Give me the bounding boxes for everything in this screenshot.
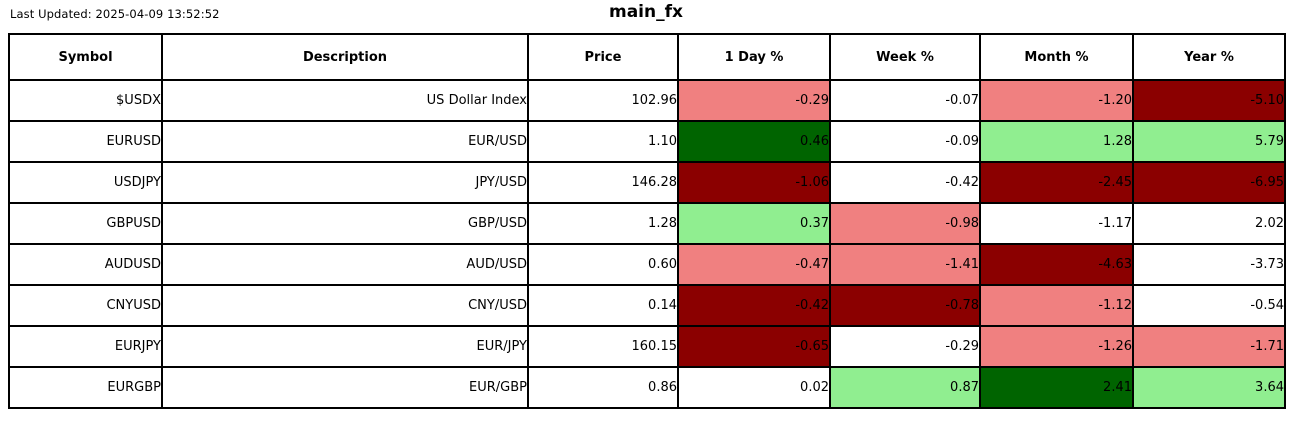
table-row: EURUSD EUR/USD 1.10 0.46 -0.09 1.28 5.79 [8, 120, 1286, 163]
day-pct-cell: -0.65 [677, 325, 831, 368]
day-pct-cell: -1.06 [677, 161, 831, 204]
price-cell: 1.28 [527, 202, 679, 245]
description-cell: US Dollar Index [161, 79, 529, 122]
month-pct-cell: -1.12 [979, 284, 1134, 327]
year-pct-cell: 2.02 [1132, 202, 1286, 245]
table-row: AUDUSD AUD/USD 0.60 -0.47 -1.41 -4.63 -3… [8, 243, 1286, 286]
symbol-cell: GBPUSD [8, 202, 163, 245]
day-pct-cell: -0.47 [677, 243, 831, 286]
price-cell: 160.15 [527, 325, 679, 368]
table-row: CNYUSD CNY/USD 0.14 -0.42 -0.78 -1.12 -0… [8, 284, 1286, 327]
description-cell: CNY/USD [161, 284, 529, 327]
month-pct-cell: 1.28 [979, 120, 1134, 163]
column-header-month: Month % [979, 33, 1134, 81]
week-pct-cell: -0.78 [829, 284, 981, 327]
year-pct-cell: 3.64 [1132, 366, 1286, 409]
day-pct-cell: 0.02 [677, 366, 831, 409]
day-pct-cell: 0.37 [677, 202, 831, 245]
last-updated-timestamp: Last Updated: 2025-04-09 13:52:52 [10, 7, 220, 21]
table-row: GBPUSD GBP/USD 1.28 0.37 -0.98 -1.17 2.0… [8, 202, 1286, 245]
table-row: USDJPY JPY/USD 146.28 -1.06 -0.42 -2.45 … [8, 161, 1286, 204]
price-cell: 102.96 [527, 79, 679, 122]
column-header-description: Description [161, 33, 529, 81]
month-pct-cell: -4.63 [979, 243, 1134, 286]
month-pct-cell: -1.26 [979, 325, 1134, 368]
symbol-cell: EURGBP [8, 366, 163, 409]
column-header-symbol: Symbol [8, 33, 163, 81]
week-pct-cell: -0.09 [829, 120, 981, 163]
description-cell: GBP/USD [161, 202, 529, 245]
year-pct-cell: -0.54 [1132, 284, 1286, 327]
page-title: main_fx [609, 2, 683, 22]
description-cell: EUR/GBP [161, 366, 529, 409]
symbol-cell: AUDUSD [8, 243, 163, 286]
description-cell: EUR/JPY [161, 325, 529, 368]
column-header-year: Year % [1132, 33, 1286, 81]
price-cell: 0.60 [527, 243, 679, 286]
symbol-cell: USDJPY [8, 161, 163, 204]
price-cell: 0.86 [527, 366, 679, 409]
year-pct-cell: -3.73 [1132, 243, 1286, 286]
week-pct-cell: -0.29 [829, 325, 981, 368]
month-pct-cell: 2.41 [979, 366, 1134, 409]
fx-table: Symbol Description Price 1 Day % Week % … [8, 33, 1286, 409]
day-pct-cell: -0.42 [677, 284, 831, 327]
price-cell: 146.28 [527, 161, 679, 204]
column-header-1day: 1 Day % [677, 33, 831, 81]
price-cell: 0.14 [527, 284, 679, 327]
description-cell: AUD/USD [161, 243, 529, 286]
column-header-week: Week % [829, 33, 981, 81]
price-cell: 1.10 [527, 120, 679, 163]
symbol-cell: CNYUSD [8, 284, 163, 327]
column-header-price: Price [527, 33, 679, 81]
table-row: $USDX US Dollar Index 102.96 -0.29 -0.07… [8, 79, 1286, 122]
description-cell: JPY/USD [161, 161, 529, 204]
day-pct-cell: -0.29 [677, 79, 831, 122]
table-header-row: Symbol Description Price 1 Day % Week % … [8, 33, 1286, 81]
week-pct-cell: -1.41 [829, 243, 981, 286]
table-row: EURJPY EUR/JPY 160.15 -0.65 -0.29 -1.26 … [8, 325, 1286, 368]
year-pct-cell: -6.95 [1132, 161, 1286, 204]
month-pct-cell: -1.20 [979, 79, 1134, 122]
month-pct-cell: -2.45 [979, 161, 1134, 204]
week-pct-cell: 0.87 [829, 366, 981, 409]
week-pct-cell: -0.42 [829, 161, 981, 204]
symbol-cell: EURUSD [8, 120, 163, 163]
symbol-cell: EURJPY [8, 325, 163, 368]
year-pct-cell: -1.71 [1132, 325, 1286, 368]
week-pct-cell: -0.07 [829, 79, 981, 122]
year-pct-cell: 5.79 [1132, 120, 1286, 163]
table-row: EURGBP EUR/GBP 0.86 0.02 0.87 2.41 3.64 [8, 366, 1286, 409]
description-cell: EUR/USD [161, 120, 529, 163]
symbol-cell: $USDX [8, 79, 163, 122]
month-pct-cell: -1.17 [979, 202, 1134, 245]
year-pct-cell: -5.10 [1132, 79, 1286, 122]
day-pct-cell: 0.46 [677, 120, 831, 163]
week-pct-cell: -0.98 [829, 202, 981, 245]
